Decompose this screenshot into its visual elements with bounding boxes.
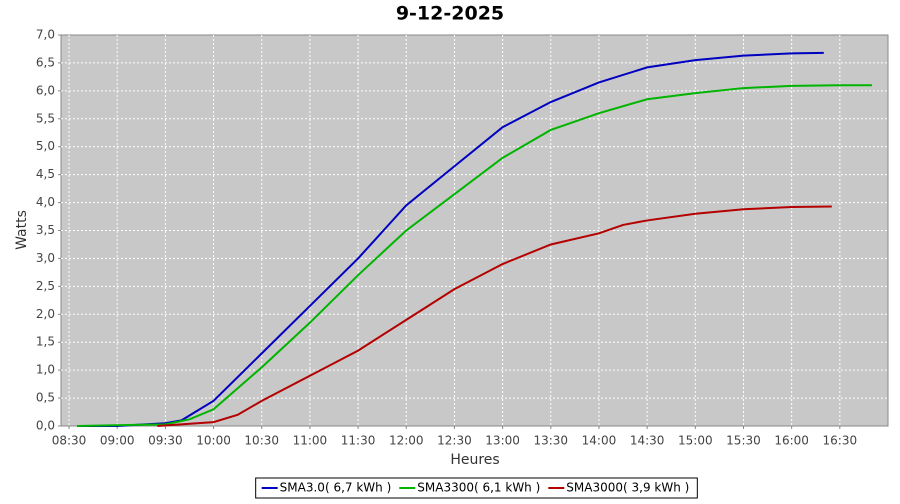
y-axis-label: Watts: [14, 210, 30, 250]
y-tick-label: 3,0: [36, 251, 55, 265]
legend-label: SMA3.0( 6,7 kWh ): [280, 481, 392, 495]
y-tick-label: 5,0: [36, 139, 55, 153]
x-tick-label: 11:30: [341, 434, 376, 448]
x-tick-label: 14:30: [630, 434, 665, 448]
x-tick-label: 09:30: [148, 434, 183, 448]
y-tick-label: 3,5: [36, 223, 55, 237]
x-tick-label: 14:00: [582, 434, 617, 448]
x-tick-label: 09:00: [100, 434, 135, 448]
y-tick-label: 6,5: [36, 55, 55, 69]
series-line: [77, 84, 872, 427]
y-tick-label: 2,5: [36, 279, 55, 293]
chart-title: 9-12-2025: [396, 3, 504, 25]
x-tick-label: 15:30: [726, 434, 761, 448]
y-tick-label: 1,5: [36, 335, 55, 349]
x-tick-label: 13:00: [485, 434, 520, 448]
y-tick-label: 2,0: [36, 307, 55, 321]
x-axis-label: Heures: [450, 452, 499, 468]
x-tick-label: 10:00: [196, 434, 231, 448]
legend-box: [255, 477, 698, 499]
y-tick-label: 4,5: [36, 167, 55, 181]
y-tick-label: 6,0: [36, 83, 55, 97]
x-tick-label: 08:30: [52, 434, 87, 448]
x-tick-label: 15:00: [678, 434, 713, 448]
x-tick-label: 16:30: [823, 434, 858, 448]
y-tick-label: 0,5: [36, 391, 55, 405]
legend: SMA3.0( 6,7 kWh ) SMA3300( 6,1 kWh ) SMA30…: [255, 477, 698, 499]
x-tick-label: 13:30: [533, 434, 568, 448]
series-line: [157, 205, 832, 427]
legend-label: SMA3300( 6,1 kWh ): [417, 481, 540, 495]
x-tick-label: 12:30: [437, 434, 472, 448]
y-tick-label: 4,0: [36, 195, 55, 209]
x-tick-label: 11:00: [293, 434, 328, 448]
x-tick-label: 10:30: [244, 434, 279, 448]
y-tick-label: 1,0: [36, 363, 55, 377]
y-tick-label: 5,5: [36, 111, 55, 125]
y-tick-label: 7,0: [36, 28, 55, 42]
legend-label: SMA3000( 3,9 kWh ): [566, 481, 689, 495]
x-tick-label: 12:00: [389, 434, 424, 448]
y-tick-label: 0,0: [36, 419, 55, 433]
x-tick-label: 16:00: [774, 434, 809, 448]
